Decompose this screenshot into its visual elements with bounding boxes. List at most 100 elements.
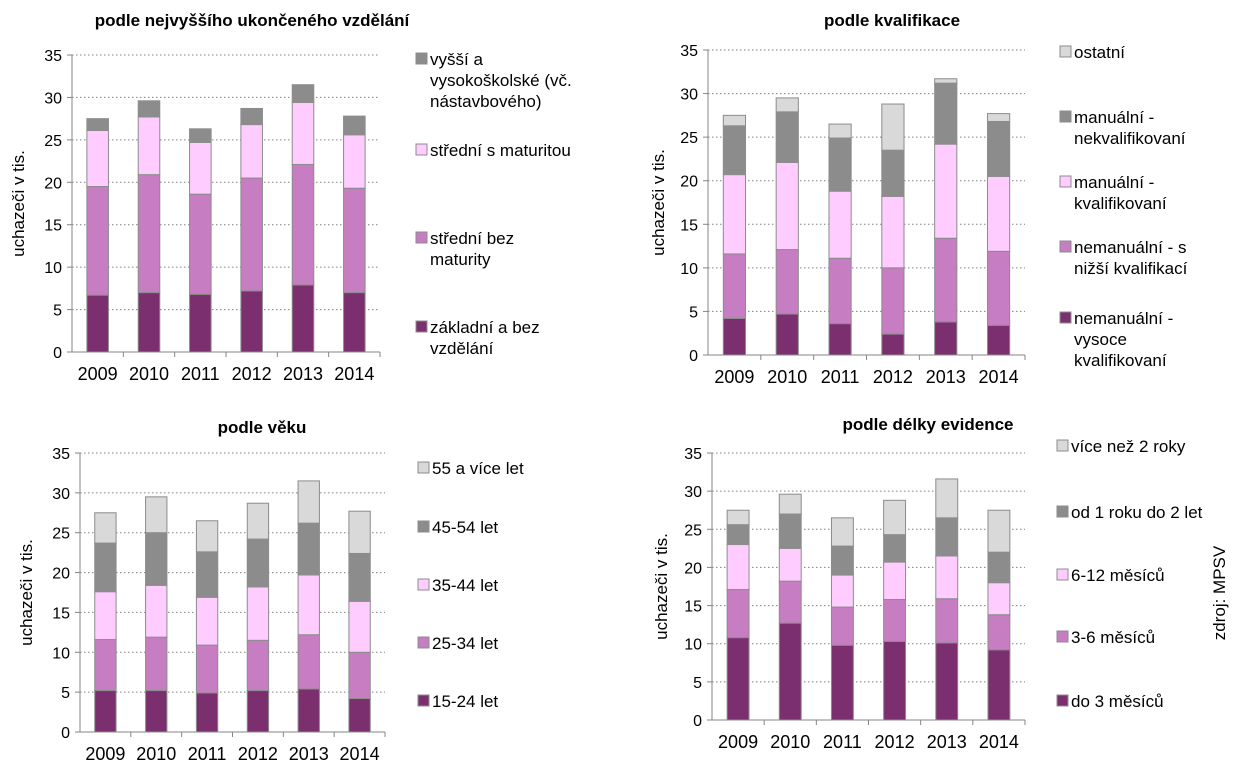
y-tick-label: 20 [44, 175, 62, 192]
bar-segment [348, 552, 371, 602]
legend-label: střední bez maturity [430, 229, 514, 269]
legend-item: nemanuální - vysoce kvalifikovaní [1059, 309, 1173, 370]
legend-swatch [1056, 694, 1069, 707]
bar-segment [830, 545, 854, 576]
bar-segment [348, 651, 371, 700]
legend-item: nemanuální - s nižší kvalifikací [1059, 238, 1188, 278]
x-tick-label: 2011 [823, 732, 862, 752]
legend-item: od 1 roku do 2 let [1056, 503, 1203, 522]
x-tick-label: 2009 [718, 732, 758, 752]
legend-label-line: 55 a více let [432, 459, 524, 478]
y-tick-label: 5 [61, 685, 70, 702]
bar-segment [291, 84, 315, 104]
x-tick-label: 2012 [238, 744, 278, 762]
bar-segment [881, 149, 905, 197]
bar-segment [297, 522, 320, 576]
y-tick-label: 35 [680, 43, 698, 60]
bar-segment [883, 598, 907, 642]
legend-label-line: manuální - [1074, 173, 1154, 192]
bar-segment [240, 290, 263, 353]
bar-segment [986, 120, 1011, 177]
bar-segment [934, 82, 958, 145]
bar-segment [828, 257, 852, 325]
bar-segment [986, 175, 1011, 252]
bar-segment [343, 115, 366, 136]
bar-segment [348, 510, 371, 554]
bar-segment [935, 517, 959, 557]
legend-item: 45-54 let [417, 518, 498, 537]
bar-segment [137, 174, 161, 294]
legend-swatch [417, 578, 430, 591]
legend-label-line: kvalifikovaní [1074, 351, 1167, 370]
bar-segment [778, 493, 802, 515]
y-tick-label: 15 [44, 218, 62, 235]
bar-segment [883, 640, 907, 721]
bar-segment [145, 690, 168, 733]
y-tick-label: 30 [684, 484, 702, 501]
legend-swatch [415, 143, 428, 156]
legend-swatch [1056, 439, 1069, 452]
y-tick-label: 30 [52, 486, 70, 503]
bar-segment [722, 253, 747, 319]
bar-segment [94, 512, 117, 544]
y-tick-label: 30 [44, 90, 62, 107]
legend-item: střední s maturitou [415, 141, 571, 160]
bar-segment [830, 574, 854, 608]
legend-label-line: 35-44 let [432, 576, 498, 595]
legend-swatch [1059, 175, 1072, 188]
bar-segment [726, 509, 750, 526]
bar-segment [828, 323, 852, 356]
chart-title: podle délky evidence [842, 415, 1013, 434]
y-tick-label: 0 [53, 345, 62, 362]
bar-segment [145, 636, 168, 692]
x-tick-label: 2010 [129, 364, 169, 384]
bar-segment [86, 130, 109, 188]
y-tick-label: 35 [684, 446, 702, 463]
bar-segment [934, 237, 958, 323]
bar-segment [828, 190, 852, 259]
bar-segment [934, 321, 958, 356]
bar-segment [778, 513, 802, 549]
legend-item: vyšší a vysokoškolské (vč. nástavbového) [415, 50, 572, 111]
legend-item: 25-34 let [417, 634, 498, 653]
y-tick-label: 15 [52, 605, 70, 622]
legend-item: ostatní [1059, 43, 1125, 62]
legend-label-line: 15-24 let [432, 692, 498, 711]
legend-label: do 3 měsíců [1071, 692, 1164, 711]
legend-label: nemanuální - s nižší kvalifikací [1074, 238, 1188, 278]
x-tick-label: 2012 [875, 732, 915, 752]
legend-label-line: 6-12 měsíců [1071, 566, 1165, 585]
y-tick-label: 20 [52, 566, 70, 583]
bar-segment [881, 333, 905, 356]
x-tick-label: 2013 [926, 367, 966, 387]
bar-segment [297, 634, 320, 690]
y-axis-label: uchazeči v tis. [652, 533, 671, 640]
legend-label: 55 a více let [432, 459, 524, 478]
legend-item: manuální - nekvalifikovaní [1059, 108, 1186, 148]
bar-segment [934, 143, 958, 239]
bar-segment [246, 538, 270, 588]
bar-segment [137, 116, 161, 176]
bar-segment [94, 542, 117, 593]
legend-swatch [417, 461, 430, 474]
y-tick-label: 15 [680, 217, 698, 234]
legend-label: 6-12 měsíců [1071, 566, 1165, 585]
bar-segment [240, 107, 263, 126]
bar-segment [343, 134, 366, 189]
legend-label: 3-6 měsíců [1071, 628, 1155, 647]
bar-segment [297, 574, 320, 636]
bar-segment [189, 128, 212, 143]
legend-swatch [1059, 240, 1072, 253]
y-tick-label: 0 [693, 713, 702, 730]
bar-segment [189, 141, 212, 195]
x-tick-label: 2010 [770, 732, 810, 752]
chart-panel-4: podle délky evidence 0 5 10 15 20 25 30 35 uchaze… [652, 415, 1203, 752]
bar-segment [883, 561, 907, 600]
y-tick-label: 30 [680, 87, 698, 104]
bar-segment [935, 555, 959, 600]
bar-segment [775, 111, 799, 163]
bar-segment [195, 520, 219, 553]
bar-segment [145, 584, 168, 638]
legend-item: manuální - kvalifikovaní [1059, 173, 1167, 213]
x-tick-label: 2010 [767, 367, 807, 387]
